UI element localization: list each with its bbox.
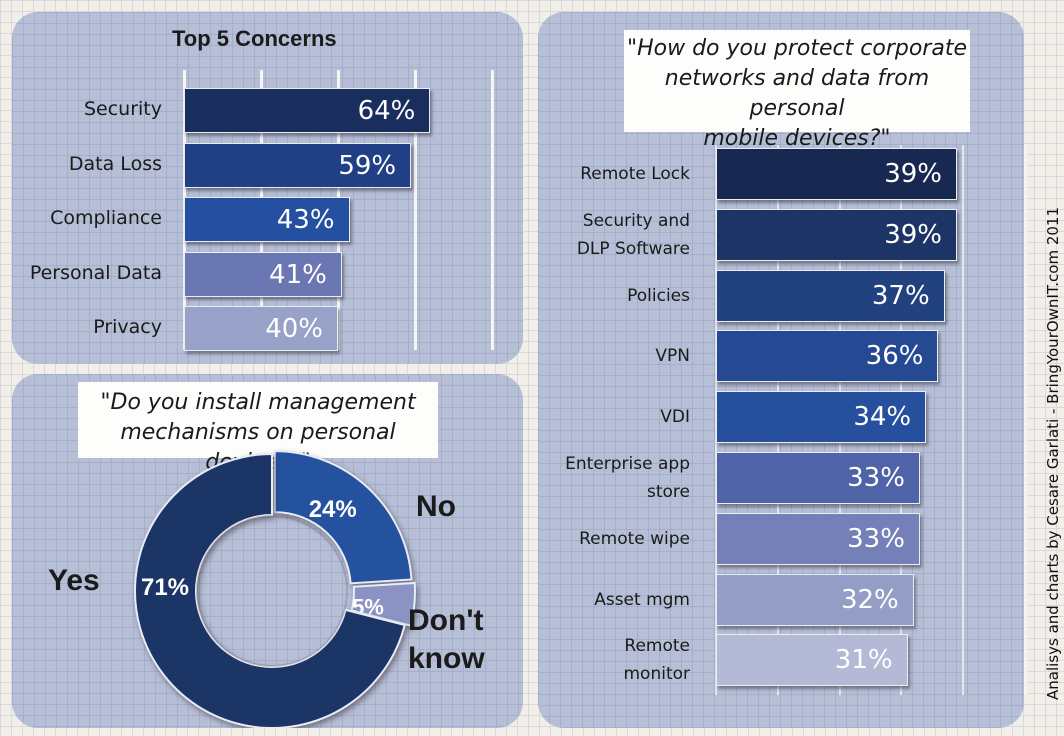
slice-no [273,450,413,585]
bar: 43% [184,197,350,242]
category-label: Remote Lock [538,160,690,188]
label-no: No [416,490,456,523]
protection-question-line-3: mobile devices?" [703,126,891,151]
protection-question-line-1: "How do you protect corporate [626,36,967,61]
bar: 59% [184,142,412,188]
bar-value-label: 41% [269,259,327,290]
gridline [962,145,965,695]
management-donut-chart: 24%5%71% [134,450,416,728]
slice-no-group: 24% [273,450,413,585]
bar-value-label: 39% [884,219,943,250]
bar-value-label: 33% [847,523,905,554]
category-label: Enterprise app store [538,450,690,506]
bar-value-label: 59% [338,150,397,181]
category-label: Personal Data [29,261,162,284]
category-label-line: Remote Lock [580,164,690,184]
category-label: Privacy [93,316,162,338]
bar: 39% [716,148,958,200]
management-question: "Do you install management mechanisms on… [78,382,438,475]
category-label: Remote wipe [538,525,690,553]
protection-question: "How do you protect corporate networks a… [624,30,970,151]
label-dont-know: Don't know [408,602,485,678]
protection-panel: "How do you protect corporate networks a… [538,12,1027,728]
category-label: Compliance [50,207,162,229]
bar: 33% [716,452,920,504]
bar: 34% [716,391,927,444]
bar-value-label: 32% [840,584,899,615]
label-yes: Yes [48,564,100,597]
bar-value-label: 36% [865,341,924,372]
bar-value-label: 43% [276,205,335,235]
category-label: Security and DLP Software [538,207,690,263]
bar-value-label: 33% [847,463,905,493]
bar-value-label: 39% [884,159,943,189]
label-dont-know-line-1: Don't [408,604,484,637]
bar: 41% [184,251,342,297]
category-label: VPN [538,342,690,370]
gridline [491,70,494,350]
bar: 37% [716,269,945,322]
bar-value-label: 34% [853,402,912,433]
category-label-line: DLP Software [576,238,690,259]
category-label-line: Enterprise app [565,454,690,474]
top-concerns-panel: Top 5 Concerns Security 64% Data Loss 59% Co… [12,12,523,364]
category-label: VDI [538,403,690,431]
gridline [414,70,417,350]
donut-hole [196,515,348,667]
bar-value-label: 37% [871,280,930,311]
category-label-line: Remote wipe [579,528,690,549]
slice-yes [134,452,406,728]
bar-value-label: 64% [357,96,416,126]
slice-yes-group: 71% [134,452,406,728]
bar: 33% [716,512,920,565]
category-label: Security [83,98,162,120]
credit-text: Analisys and charts by Cesare Garlati - … [1044,207,1062,700]
management-question-line-1: "Do you install management [100,390,416,415]
value-label-yes: 71% [141,574,189,601]
category-label: Remote monitor [538,632,690,688]
top-concerns-title: Top 5 Concerns [172,26,337,51]
value-label-no: 24% [309,496,357,523]
management-panel: "Do you install management mechanisms on… [12,374,523,728]
bar: 36% [716,330,939,383]
bar: 39% [716,208,958,261]
category-label-line: Policies [627,285,690,306]
category-label-line: Asset mgm [594,589,690,610]
bar: 31% [716,634,908,687]
category-label-line: VDI [660,407,690,428]
category-label: Data Loss [68,152,162,175]
category-label-line: store [647,482,690,502]
bar: 40% [184,306,338,351]
category-label-line: monitor [623,664,690,685]
label-dont-know-line-2: know [408,642,485,675]
category-label: Policies [538,282,690,310]
gridline [1024,145,1027,695]
bar-value-label: 31% [834,645,893,676]
category-label-line: Security and [582,210,690,231]
bar: 64% [184,88,431,133]
protection-question-line-2: networks and data from personal [664,66,930,121]
bar-value-label: 40% [265,314,323,344]
category-label-line: VPN [655,346,690,367]
category-label-line: Remote [624,636,690,657]
category-label: Asset mgm [538,586,690,614]
bar: 32% [716,573,914,626]
